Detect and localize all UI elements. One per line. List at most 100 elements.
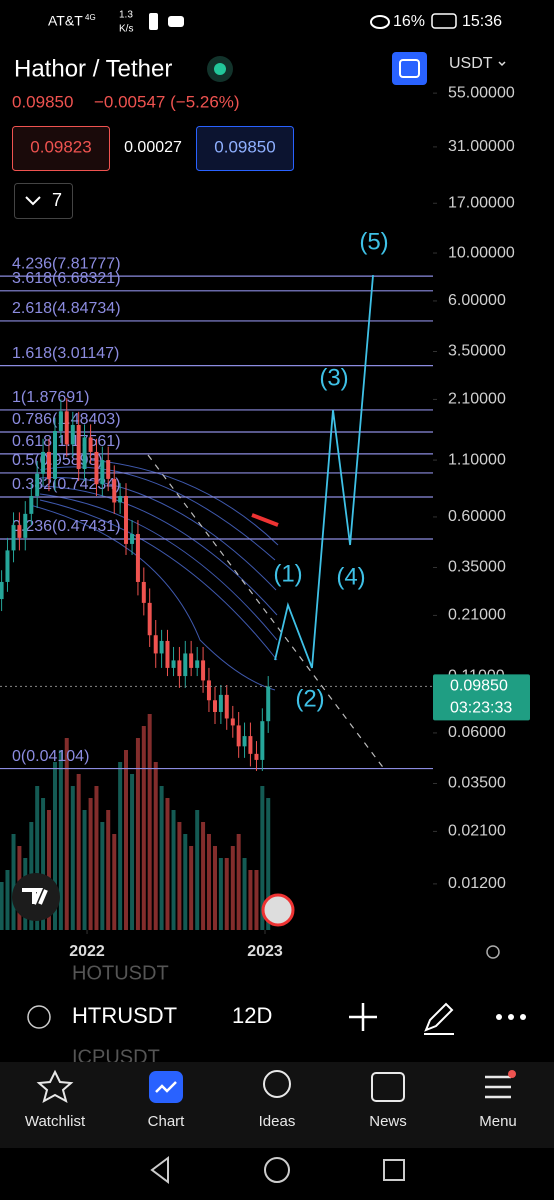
y-tick-label: 0.02100 bbox=[448, 823, 506, 840]
volume-bar bbox=[224, 858, 229, 930]
symbol-icon bbox=[27, 1005, 51, 1029]
candle-body bbox=[35, 473, 40, 497]
app-icon bbox=[168, 16, 184, 27]
candle-body bbox=[201, 660, 206, 681]
y-tick-label: 0.06000 bbox=[448, 724, 506, 741]
volume-bar bbox=[147, 714, 152, 930]
candle-body bbox=[52, 430, 57, 479]
chevron bbox=[25, 196, 41, 206]
sell-button[interactable] bbox=[12, 126, 110, 171]
tv-logo-mark bbox=[22, 888, 48, 905]
candle-body bbox=[17, 525, 22, 538]
candle-body bbox=[82, 437, 87, 470]
candle-body bbox=[106, 460, 111, 479]
nav-label[interactable]: Menu bbox=[479, 1113, 517, 1130]
volume-bar bbox=[0, 882, 4, 930]
currency[interactable]: USDT bbox=[449, 55, 493, 72]
volume-bar bbox=[230, 846, 235, 930]
candle-body bbox=[58, 411, 63, 431]
speed: 1.3 bbox=[119, 10, 133, 21]
trend-line bbox=[147, 454, 386, 771]
ma-line bbox=[39, 466, 276, 561]
volume-bar bbox=[206, 834, 211, 930]
chevron bbox=[498, 61, 506, 67]
home-button[interactable] bbox=[264, 1157, 290, 1183]
theme-icon[interactable] bbox=[486, 945, 500, 959]
volume-bar bbox=[124, 750, 129, 930]
volume-bar bbox=[171, 810, 176, 930]
volume-bar bbox=[248, 870, 253, 930]
candle-body bbox=[206, 680, 211, 701]
fib-label: 2.618(4.84734) bbox=[12, 300, 121, 317]
candle-body bbox=[23, 513, 28, 538]
menu-badge bbox=[508, 1070, 516, 1078]
candle-body bbox=[135, 534, 140, 582]
more-button[interactable] bbox=[496, 1014, 526, 1020]
x-tick-label: 2023 bbox=[247, 943, 283, 960]
fib-label: 0(0.04104) bbox=[12, 748, 89, 765]
add-button[interactable] bbox=[349, 1003, 377, 1031]
volume-bar bbox=[183, 834, 188, 930]
candle-body bbox=[94, 451, 99, 485]
news-icon[interactable] bbox=[371, 1072, 405, 1102]
candle-body bbox=[159, 640, 164, 654]
fib-label: 0.236(0.47431) bbox=[12, 518, 121, 535]
nav-label[interactable]: News bbox=[369, 1113, 407, 1130]
fullscreen-icon bbox=[399, 59, 420, 78]
nav-label[interactable]: Chart bbox=[148, 1113, 186, 1130]
nav-label[interactable]: Watchlist bbox=[25, 1113, 86, 1130]
volume-bar bbox=[218, 858, 223, 930]
candle-body bbox=[147, 602, 152, 636]
volume-bar bbox=[82, 810, 87, 930]
symbol-title: Hathor / Tether bbox=[14, 55, 172, 82]
fullscreen-button[interactable] bbox=[392, 52, 427, 85]
last-price: 0.09850 bbox=[12, 92, 73, 111]
y-tick-label: 17.00000 bbox=[448, 194, 515, 211]
fib-label: 0.5(0.95898) bbox=[12, 452, 103, 469]
candle-body bbox=[224, 694, 229, 719]
price-box bbox=[433, 674, 530, 721]
candle-body bbox=[5, 550, 10, 582]
candle-body bbox=[124, 496, 129, 544]
ideas-icon[interactable] bbox=[263, 1070, 291, 1098]
indicators-button[interactable] bbox=[14, 183, 73, 219]
price-axis: 55.00000 31.00000 17.00000 10.00000 6.00000 3… bbox=[0, 84, 530, 892]
recents-button[interactable] bbox=[383, 1159, 405, 1181]
volume-bar bbox=[46, 810, 51, 930]
fib-label: 1.618(3.01147) bbox=[12, 345, 119, 362]
volume-bar bbox=[254, 870, 259, 930]
candle-body bbox=[46, 451, 51, 479]
volume-bar bbox=[118, 762, 123, 930]
volume-bar bbox=[58, 750, 63, 930]
ma-line bbox=[29, 504, 276, 691]
volume-bar bbox=[130, 774, 135, 930]
volume-bar bbox=[266, 798, 271, 930]
y-tick-label: 0.01200 bbox=[448, 875, 506, 892]
candle-body bbox=[260, 721, 265, 760]
volume-bar bbox=[100, 822, 105, 930]
symbol[interactable]: HTRUSDT bbox=[72, 1003, 177, 1028]
back-button[interactable] bbox=[150, 1156, 169, 1184]
y-tick-label: 55.00000 bbox=[448, 84, 515, 101]
candle-body bbox=[242, 736, 247, 747]
volume-bar bbox=[88, 798, 93, 930]
y-tick-label: 0.60000 bbox=[448, 508, 506, 525]
clock: 15:36 bbox=[462, 13, 502, 30]
interval[interactable]: 12D bbox=[232, 1003, 272, 1028]
network: 4G bbox=[85, 13, 96, 22]
menu-icon[interactable] bbox=[485, 1075, 511, 1099]
candles bbox=[0, 398, 271, 771]
candle-body bbox=[130, 534, 135, 544]
buy-button[interactable] bbox=[196, 126, 294, 171]
draw-button[interactable] bbox=[424, 1002, 454, 1035]
volume-bar bbox=[70, 786, 75, 930]
nav-label[interactable]: Ideas bbox=[259, 1113, 296, 1130]
event-flag[interactable] bbox=[261, 893, 295, 927]
volume-bar bbox=[94, 786, 99, 930]
eye-icon bbox=[370, 15, 390, 29]
candle-body bbox=[189, 653, 194, 668]
price-box-countdown: 03:23:33 bbox=[450, 700, 512, 717]
chart-icon[interactable] bbox=[149, 1071, 183, 1103]
candle-body bbox=[183, 653, 188, 677]
watchlist-icon[interactable] bbox=[36, 1069, 74, 1104]
